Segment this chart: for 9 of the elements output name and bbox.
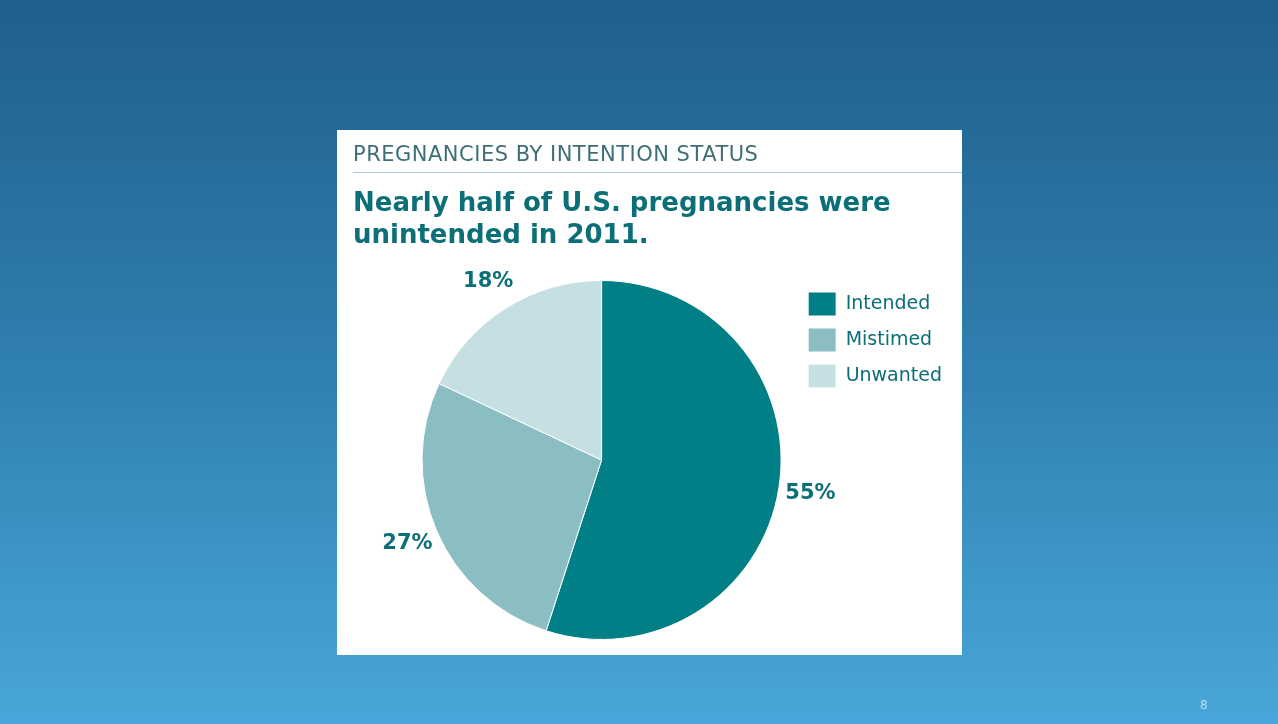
chart-title: PREGNANCIES BY INTENTION STATUS — [353, 142, 962, 173]
chart-subtitle: Nearly half of U.S. pregnancies were unintended in 2011. — [353, 186, 892, 250]
legend-label: Intended — [845, 290, 931, 313]
data-label: 18% — [463, 267, 514, 292]
legend-label: Mistimed — [845, 326, 933, 349]
data-label: 55% — [785, 479, 836, 504]
text: 8 — [1200, 698, 1208, 712]
legend-label: Unwanted — [845, 362, 942, 385]
data-label: 27% — [382, 530, 433, 555]
